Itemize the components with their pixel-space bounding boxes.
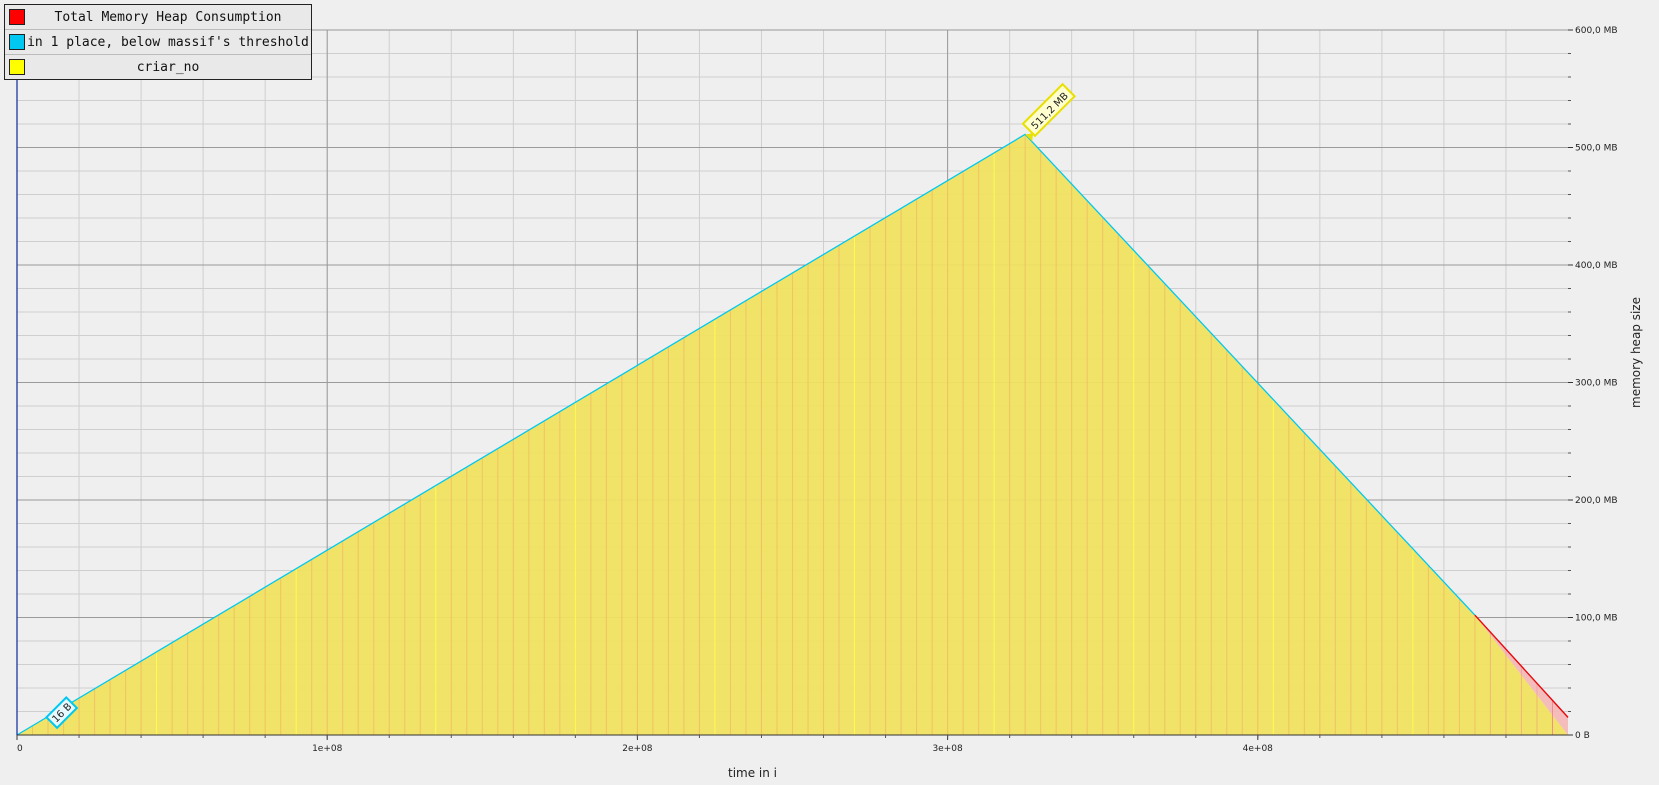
- legend: Total Memory Heap Consumption in 1 place…: [4, 4, 312, 80]
- series-areas: [16, 133, 1569, 736]
- legend-item-below-threshold: in 1 place, below massif's threshold: [5, 30, 311, 55]
- legend-item-total-heap: Total Memory Heap Consumption: [5, 5, 311, 30]
- legend-item-criar-no: criar_no: [5, 55, 311, 79]
- y-tick-label: 0 B: [1575, 731, 1590, 741]
- y-tick-label: 600,0 MB: [1575, 26, 1618, 36]
- peak-callout-pointer: [1025, 133, 1034, 142]
- axes: [16, 30, 1568, 736]
- x-tick-label: 3e+08: [932, 744, 963, 754]
- x-axis-title: time in i: [728, 766, 777, 780]
- y-tick-label: 100,0 MB: [1575, 614, 1618, 624]
- start-callout-box: [45, 696, 79, 730]
- y-tick-label: 200,0 MB: [1575, 496, 1618, 506]
- peak-callout-box: [1021, 82, 1077, 138]
- peak-callout: 511,2 MB: [1021, 82, 1077, 138]
- legend-label-below-threshold: in 1 place, below massif's threshold: [27, 34, 309, 50]
- area-total-tail: [1474, 615, 1568, 735]
- legend-swatch-total-heap: [9, 9, 25, 25]
- y-tick-label: 300,0 MB: [1575, 379, 1618, 389]
- x-tick-label: 1e+08: [312, 744, 343, 754]
- legend-label-criar-no: criar_no: [136, 59, 200, 75]
- legend-label-total-heap: Total Memory Heap Consumption: [54, 9, 282, 25]
- line-total-memory-heap-consumption: [1474, 614, 1569, 718]
- legend-swatch-criar-no: [9, 59, 25, 75]
- x-axis-ticks: 0 1e+08 2e+08 3e+08 4e+08: [16, 735, 1507, 754]
- y-axis-title: memory heap size: [1629, 297, 1643, 408]
- y-axis-ticks: 0 B 100,0 MB 200,0 MB 300,0 MB 400,0 MB 500,0…: [1568, 26, 1618, 741]
- area-criar-no: [17, 134, 1568, 736]
- y-tick-label: 500,0 MB: [1575, 144, 1618, 154]
- x-tick-label: 0: [17, 744, 23, 754]
- x-tick-label: 2e+08: [622, 744, 653, 754]
- y-tick-label: 400,0 MB: [1575, 261, 1618, 271]
- legend-swatch-below-threshold: [9, 34, 25, 50]
- x-tick-label: 4e+08: [1243, 744, 1274, 754]
